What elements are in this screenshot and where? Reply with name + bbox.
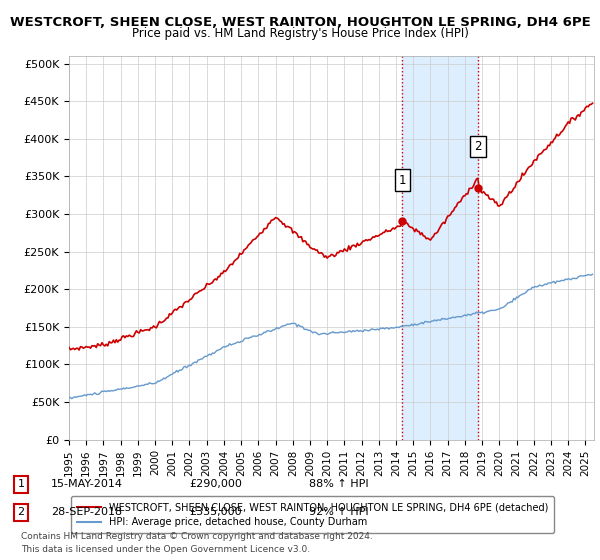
Text: 92% ↑ HPI: 92% ↑ HPI (309, 507, 368, 517)
Text: 28-SEP-2018: 28-SEP-2018 (51, 507, 122, 517)
Legend: WESTCROFT, SHEEN CLOSE, WEST RAINTON, HOUGHTON LE SPRING, DH4 6PE (detached), HP: WESTCROFT, SHEEN CLOSE, WEST RAINTON, HO… (71, 496, 554, 533)
Bar (403, 56, 478, 440)
Text: 1: 1 (398, 174, 406, 186)
Text: Price paid vs. HM Land Registry's House Price Index (HPI): Price paid vs. HM Land Registry's House … (131, 27, 469, 40)
Text: 1: 1 (17, 479, 25, 489)
Text: 2: 2 (474, 140, 482, 153)
Text: 88% ↑ HPI: 88% ↑ HPI (309, 479, 368, 489)
Text: 15-MAY-2014: 15-MAY-2014 (51, 479, 123, 489)
Text: £290,000: £290,000 (189, 479, 242, 489)
Text: £335,000: £335,000 (189, 507, 242, 517)
Text: 2: 2 (17, 507, 25, 517)
Text: Contains HM Land Registry data © Crown copyright and database right 2024.: Contains HM Land Registry data © Crown c… (21, 532, 373, 541)
Text: This data is licensed under the Open Government Licence v3.0.: This data is licensed under the Open Gov… (21, 545, 310, 554)
Text: WESTCROFT, SHEEN CLOSE, WEST RAINTON, HOUGHTON LE SPRING, DH4 6PE: WESTCROFT, SHEEN CLOSE, WEST RAINTON, HO… (10, 16, 590, 29)
